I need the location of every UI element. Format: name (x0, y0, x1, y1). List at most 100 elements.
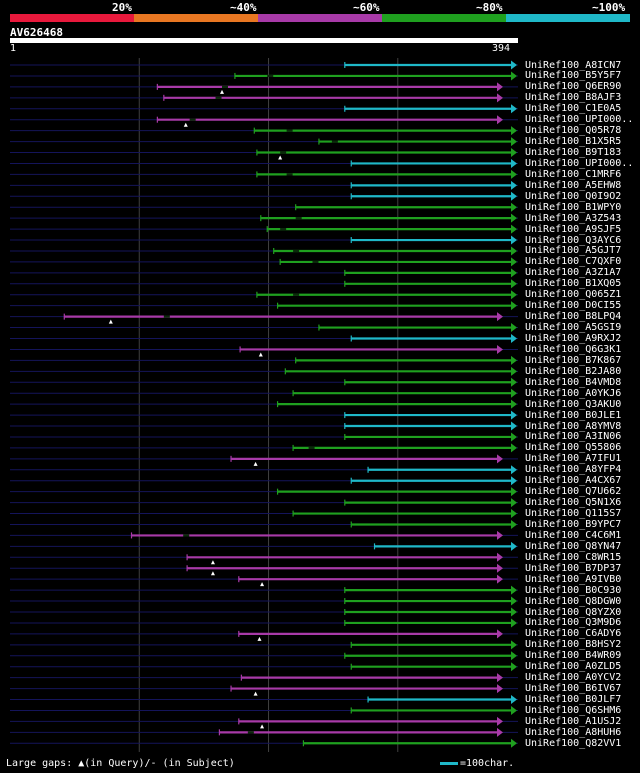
hit-name-link[interactable]: UniRef100_B7K867 (525, 354, 622, 366)
hit-name-link[interactable]: UniRef100_Q8YZX0 (525, 606, 622, 618)
hit-name-link[interactable]: UniRef100_C8WR15 (525, 551, 622, 563)
hit-name-link[interactable]: UniRef100_D0CI55 (525, 300, 622, 312)
hit-end-arrow (511, 202, 517, 212)
hit-name-link[interactable]: UniRef100_B6IV67 (525, 683, 622, 695)
hit-end-arrow (511, 246, 517, 256)
query-insertion-marker (183, 122, 188, 127)
hit-name-link[interactable]: UniRef100_Q3M9D6 (525, 617, 622, 629)
hit-name-link[interactable]: UniRef100_C1MRF6 (525, 168, 622, 180)
legend-segment-20 (10, 14, 134, 22)
hit-name-link[interactable]: UniRef100_Q05R78 (525, 125, 622, 137)
hit-end-arrow (497, 563, 503, 573)
hit-end-arrow (497, 93, 503, 103)
legend-segment-60 (258, 14, 382, 22)
hit-name-link[interactable]: UniRef100_A9RXJ2 (525, 333, 622, 344)
hit-name-link[interactable]: UniRef100_B2JA80 (525, 365, 622, 377)
hit-name-link[interactable]: UniRef100_B0C930 (525, 584, 622, 596)
hit-name-link[interactable]: UniRef100_A4CX67 (525, 475, 622, 487)
query-id: AV626468 (10, 26, 63, 39)
hit-end-arrow (497, 312, 503, 322)
hit-name-link[interactable]: UniRef100_A8HUH6 (525, 726, 622, 738)
hit-name-link[interactable]: UniRef100_B8AJF3 (525, 92, 622, 104)
hit-end-arrow (511, 235, 517, 245)
legend-label-60: ~60% (353, 1, 380, 14)
hit-name-link[interactable]: UniRef100_Q115S7 (525, 508, 622, 520)
hit-name-link[interactable]: UniRef100_C7QXF0 (525, 256, 622, 268)
hit-name-link[interactable]: UniRef100_Q6G3K1 (525, 343, 622, 355)
hit-end-arrow (497, 684, 503, 694)
hit-name-link[interactable]: UniRef100_Q065Z1 (525, 289, 622, 301)
hit-end-arrow (511, 60, 517, 70)
hit-name-link[interactable]: UniRef100_C4C6M1 (525, 529, 622, 541)
query-insertion-marker (253, 691, 258, 696)
hit-name-link[interactable]: UniRef100_Q82VV1 (525, 737, 622, 749)
hit-name-link[interactable]: UniRef100_Q3AKU0 (525, 398, 622, 410)
hit-name-link[interactable]: UniRef100_B1XQ05 (525, 278, 622, 290)
hit-name-link[interactable]: UniRef100_A0ZLD5 (525, 661, 622, 673)
hit-name-link[interactable]: UniRef100_B7DP37 (525, 562, 622, 574)
hit-name-link[interactable]: UniRef100_B4VMD8 (525, 376, 622, 388)
hit-end-arrow (511, 213, 517, 223)
hit-end-arrow (511, 148, 517, 158)
hit-name-link[interactable]: UniRef100_A3IN06 (525, 431, 622, 443)
hit-name-link[interactable]: UniRef100_B8LPQ4 (525, 311, 622, 323)
hit-end-arrow (511, 695, 517, 705)
hit-end-arrow (511, 738, 517, 748)
hit-name-link[interactable]: UniRef100_A0YCV2 (525, 672, 622, 684)
hit-name-link[interactable]: UniRef100_UPI000.. (525, 157, 634, 169)
hit-name-link[interactable]: UniRef100_C1E0A5 (525, 103, 622, 115)
query-insertion-marker (253, 461, 258, 466)
hit-name-link[interactable]: UniRef100_A5EHW8 (525, 179, 622, 191)
hit-name-link[interactable]: UniRef100_A8ICN7 (525, 59, 622, 71)
hit-name-link[interactable]: UniRef100_Q55806 (525, 442, 622, 454)
legend-label-20: 20% (112, 1, 132, 14)
hit-name-link[interactable]: UniRef100_A5GSI9 (525, 322, 622, 334)
hit-name-link[interactable]: UniRef100_B5Y5F7 (525, 70, 622, 82)
hit-name-link[interactable]: UniRef100_A8YFP4 (525, 464, 622, 476)
hit-name-link[interactable]: UniRef100_UPI000.. (525, 114, 634, 126)
hit-end-arrow (511, 334, 517, 343)
hit-name-link[interactable]: UniRef100_Q8YN47 (525, 540, 622, 552)
hit-name-link[interactable]: UniRef100_C6ADY6 (525, 628, 622, 640)
hit-name-link[interactable]: UniRef100_A3Z543 (525, 212, 622, 224)
scale-line (440, 761, 458, 765)
hit-end-arrow (511, 509, 517, 519)
hit-end-arrow (511, 191, 517, 201)
hit-name-link[interactable]: UniRef100_B0JLF7 (525, 694, 622, 706)
hit-name-link[interactable]: UniRef100_A7IFU1 (525, 453, 622, 465)
legend-segment-80 (382, 14, 506, 22)
hit-name-link[interactable]: UniRef100_Q6ER90 (525, 81, 622, 93)
hit-name-link[interactable]: UniRef100_A1USJ2 (525, 715, 622, 727)
query-start-tick: 1 (10, 43, 17, 54)
hit-name-link[interactable]: UniRef100_B8HSY2 (525, 639, 622, 651)
hit-name-link[interactable]: UniRef100_B1X5R5 (525, 136, 622, 148)
hit-end-arrow (511, 290, 517, 300)
hit-name-link[interactable]: UniRef100_Q5N1X6 (525, 497, 622, 509)
hit-name-link[interactable]: UniRef100_A9IVB0 (525, 573, 622, 585)
hit-name-link[interactable]: UniRef100_A8YMV8 (525, 420, 622, 432)
hit-name-link[interactable]: UniRef100_B4WR09 (525, 650, 622, 662)
hit-name-link[interactable]: UniRef100_Q7U662 (525, 486, 622, 498)
hit-end-arrow (511, 377, 517, 387)
hit-name-link[interactable]: UniRef100_B9T183 (525, 147, 622, 159)
hit-end-arrow (497, 454, 503, 464)
query-insertion-marker (260, 724, 265, 729)
hit-name-link[interactable]: UniRef100_A9SJF5 (525, 223, 622, 235)
hit-name-link[interactable]: UniRef100_Q3AYC6 (525, 234, 622, 246)
hit-name-link[interactable]: UniRef100_Q6SHM6 (525, 704, 622, 716)
hit-end-arrow (511, 126, 517, 136)
hit-name-link[interactable]: UniRef100_A0YKJ6 (525, 387, 622, 399)
hit-end-arrow (511, 224, 517, 234)
hit-end-arrow (511, 651, 517, 661)
legend-segment-100 (506, 14, 630, 22)
hit-name-link[interactable]: UniRef100_B1WPY0 (525, 201, 622, 213)
query-insertion-marker (258, 352, 263, 357)
hit-name-link[interactable]: UniRef100_Q0I9O2 (525, 190, 622, 202)
hit-name-link[interactable]: UniRef100_B9YPC7 (525, 518, 622, 530)
hit-name-link[interactable]: UniRef100_B0JLE1 (525, 409, 622, 421)
hit-end-arrow (511, 410, 517, 420)
hit-name-link[interactable]: UniRef100_Q8DGW0 (525, 595, 622, 607)
scale-legend: =100char. (440, 758, 514, 769)
hit-name-link[interactable]: UniRef100_A5GJT7 (525, 245, 622, 257)
hit-name-link[interactable]: UniRef100_A3Z1A7 (525, 267, 622, 279)
